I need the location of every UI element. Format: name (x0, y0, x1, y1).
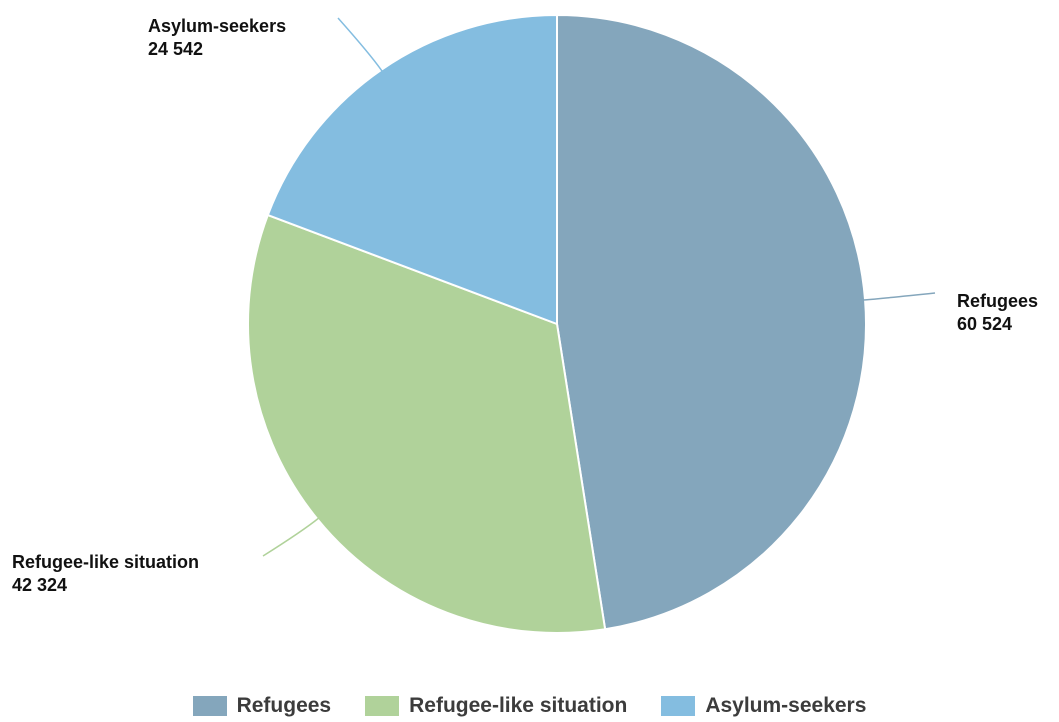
legend-item-asylum-seekers[interactable]: Asylum-seekers (661, 694, 866, 718)
leader-line-refugee-like-situation (262, 517, 320, 557)
leader-lines (262, 17, 936, 557)
slice-label-name-refugees: Refugees (957, 291, 1038, 311)
legend-label-refugees: Refugees (236, 694, 332, 717)
legend-label-asylum-seekers: Asylum-seekers (705, 694, 867, 717)
legend: Refugees Refugee-like situation Asylum-s… (0, 690, 1059, 722)
legend-swatch-refugees (192, 696, 227, 716)
leader-line-asylum-seekers (337, 17, 383, 72)
leader-line-refugees (863, 292, 936, 301)
slice-label-value-refugees: 60 524 (957, 314, 1012, 334)
legend-swatch-refugee-like-situation (365, 696, 400, 716)
legend-item-refugees[interactable]: Refugees (192, 694, 332, 718)
slice-label-value-refugee-like-situation: 42 324 (12, 575, 67, 595)
slice-labels: Refugees 60 524 Refugee-like situation 42 3… (12, 16, 1038, 595)
slice-label-name-refugee-like-situation: Refugee-like situation (12, 552, 199, 572)
slice-label-value-asylum-seekers: 24 542 (148, 39, 203, 59)
legend-swatch-asylum-seekers (661, 696, 696, 716)
pie-slice-refugees[interactable] (556, 13, 867, 631)
pie-slices (247, 13, 867, 634)
legend-label-refugee-like-situation: Refugee-like situation (409, 694, 628, 717)
slice-label-name-asylum-seekers: Asylum-seekers (148, 16, 286, 36)
legend-item-refugee-like-situation[interactable]: Refugee-like situation (365, 694, 627, 718)
